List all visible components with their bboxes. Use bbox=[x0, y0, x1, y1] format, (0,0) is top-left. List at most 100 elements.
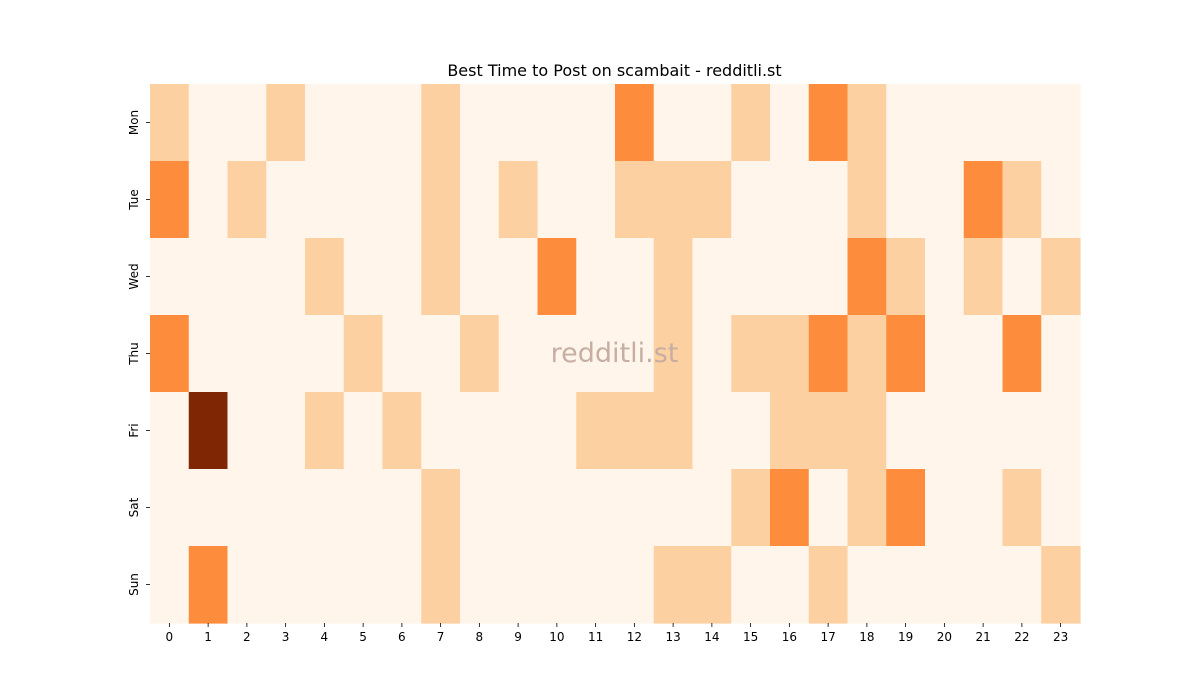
y-tick-label: Mon bbox=[127, 110, 141, 135]
heatmap-cell-tue-9 bbox=[498, 161, 539, 239]
x-tick-label: 8 bbox=[476, 630, 484, 644]
heatmap-cell-wed-20 bbox=[925, 238, 965, 316]
heatmap-cell-fri-7 bbox=[421, 392, 461, 470]
heatmap-cell-tue-19 bbox=[886, 161, 926, 239]
heatmap-cell-tue-1 bbox=[188, 161, 229, 239]
heatmap-cell-fri-18 bbox=[847, 392, 887, 470]
x-tick-label: 11 bbox=[588, 630, 603, 644]
heatmap-cell-sun-19 bbox=[886, 546, 926, 624]
heatmap-cell-mon-16 bbox=[770, 84, 810, 162]
x-tick-label: 18 bbox=[859, 630, 874, 644]
heatmap-cell-wed-12 bbox=[615, 238, 655, 316]
heatmap-cell-mon-9 bbox=[498, 84, 539, 162]
heatmap-cell-tue-8 bbox=[460, 161, 500, 239]
heatmap-cell-fri-17 bbox=[808, 392, 849, 470]
heatmap-cell-sun-8 bbox=[460, 546, 500, 624]
heatmap-cell-sun-14 bbox=[692, 546, 732, 624]
heatmap-cell-sat-23 bbox=[1041, 469, 1081, 547]
heatmap-cell-fri-2 bbox=[227, 392, 267, 470]
heatmap-cell-mon-22 bbox=[1002, 84, 1042, 162]
heatmap-cell-tue-5 bbox=[343, 161, 384, 239]
heatmap-cell-mon-4 bbox=[305, 84, 345, 162]
heatmap-cell-wed-7 bbox=[421, 238, 461, 316]
heatmap-cell-sat-12 bbox=[615, 469, 655, 547]
heatmap-cell-mon-1 bbox=[188, 84, 229, 162]
heatmap-cell-thu-0 bbox=[150, 315, 190, 393]
y-axis-ticks: Mon Tue Wed Thu Fri Sat Sun bbox=[127, 110, 150, 596]
heatmap-cell-thu-5 bbox=[343, 315, 384, 393]
heatmap-cell-fri-21 bbox=[963, 392, 1004, 470]
heatmap-cell-thu-23 bbox=[1041, 315, 1081, 393]
heatmap-cell-sat-9 bbox=[498, 469, 539, 547]
x-tick-label: 17 bbox=[820, 630, 835, 644]
heatmap-cell-wed-15 bbox=[731, 238, 771, 316]
x-tick-label: 22 bbox=[1014, 630, 1029, 644]
heatmap-cell-fri-1 bbox=[188, 392, 229, 470]
x-tick-label: 20 bbox=[937, 630, 952, 644]
heatmap-cell-fri-14 bbox=[692, 392, 732, 470]
heatmap-cell-wed-0 bbox=[150, 238, 190, 316]
heatmap-cell-wed-3 bbox=[266, 238, 306, 316]
heatmap-cell-tue-22 bbox=[1002, 161, 1042, 239]
x-axis-ticks: 0 1 2 3 4 5 6 7 8 9 10 11 12 13 14 15 16 17 18 19 20 21 22 23 bbox=[166, 623, 1068, 644]
x-tick-label: 16 bbox=[782, 630, 797, 644]
heatmap-cell-sat-19 bbox=[886, 469, 926, 547]
heatmap-cell-tue-23 bbox=[1041, 161, 1081, 239]
heatmap-cell-fri-20 bbox=[925, 392, 965, 470]
heatmap-cell-tue-6 bbox=[382, 161, 422, 239]
heatmap-cell-thu-6 bbox=[382, 315, 422, 393]
heatmap-cell-sun-7 bbox=[421, 546, 461, 624]
heatmap-cell-wed-9 bbox=[498, 238, 539, 316]
heatmap-cell-sun-18 bbox=[847, 546, 887, 624]
heatmap-cell-tue-11 bbox=[576, 161, 616, 239]
heatmap-cell-thu-19 bbox=[886, 315, 926, 393]
heatmap-cell-sat-1 bbox=[188, 469, 229, 547]
heatmap-cell-mon-20 bbox=[925, 84, 965, 162]
heatmap-cell-mon-21 bbox=[963, 84, 1004, 162]
heatmap-cell-sun-5 bbox=[343, 546, 384, 624]
heatmap-cell-wed-22 bbox=[1002, 238, 1042, 316]
heatmap-cell-thu-11 bbox=[576, 315, 616, 393]
heatmap-cell-wed-19 bbox=[886, 238, 926, 316]
heatmap-cell-sat-16 bbox=[770, 469, 810, 547]
heatmap-cell-sat-3 bbox=[266, 469, 306, 547]
x-tick-label: 14 bbox=[704, 630, 719, 644]
x-tick-label: 4 bbox=[321, 630, 329, 644]
heatmap-cell-tue-21 bbox=[963, 161, 1004, 239]
x-tick-label: 15 bbox=[743, 630, 758, 644]
heatmap-cell-sun-16 bbox=[770, 546, 810, 624]
heatmap-cell-sat-15 bbox=[731, 469, 771, 547]
heatmap-cell-tue-4 bbox=[305, 161, 345, 239]
y-tick-label: Wed bbox=[127, 263, 141, 289]
heatmap-cell-wed-17 bbox=[808, 238, 849, 316]
heatmap-cell-fri-10 bbox=[537, 392, 577, 470]
heatmap-cell-sat-6 bbox=[382, 469, 422, 547]
heatmap-cell-mon-10 bbox=[537, 84, 577, 162]
heatmap-cell-mon-11 bbox=[576, 84, 616, 162]
heatmap-cell-thu-9 bbox=[498, 315, 539, 393]
heatmap-cell-sun-11 bbox=[576, 546, 616, 624]
heatmap-cell-thu-15 bbox=[731, 315, 771, 393]
heatmap-cell-mon-0 bbox=[150, 84, 190, 162]
heatmap-cell-mon-8 bbox=[460, 84, 500, 162]
heatmap-cell-fri-0 bbox=[150, 392, 190, 470]
y-tick-label: Sat bbox=[127, 497, 141, 517]
heatmap-cell-thu-8 bbox=[460, 315, 500, 393]
heatmap-cell-sat-17 bbox=[808, 469, 849, 547]
x-tick-label: 10 bbox=[549, 630, 564, 644]
heatmap-cell-tue-17 bbox=[808, 161, 849, 239]
heatmap-cell-sat-22 bbox=[1002, 469, 1042, 547]
heatmap-cell-sun-17 bbox=[808, 546, 849, 624]
x-tick-label: 1 bbox=[204, 630, 212, 644]
heatmap-cell-wed-14 bbox=[692, 238, 732, 316]
heatmap-cell-thu-2 bbox=[227, 315, 267, 393]
x-tick-label: 19 bbox=[898, 630, 913, 644]
heatmap-cell-thu-21 bbox=[963, 315, 1004, 393]
heatmap-cell-tue-16 bbox=[770, 161, 810, 239]
heatmap-cell-sat-2 bbox=[227, 469, 267, 547]
heatmap-cell-thu-22 bbox=[1002, 315, 1042, 393]
x-tick-label: 5 bbox=[359, 630, 367, 644]
heatmap-cell-tue-10 bbox=[537, 161, 577, 239]
heatmap-cell-thu-12 bbox=[615, 315, 655, 393]
heatmap-cell-tue-12 bbox=[615, 161, 655, 239]
